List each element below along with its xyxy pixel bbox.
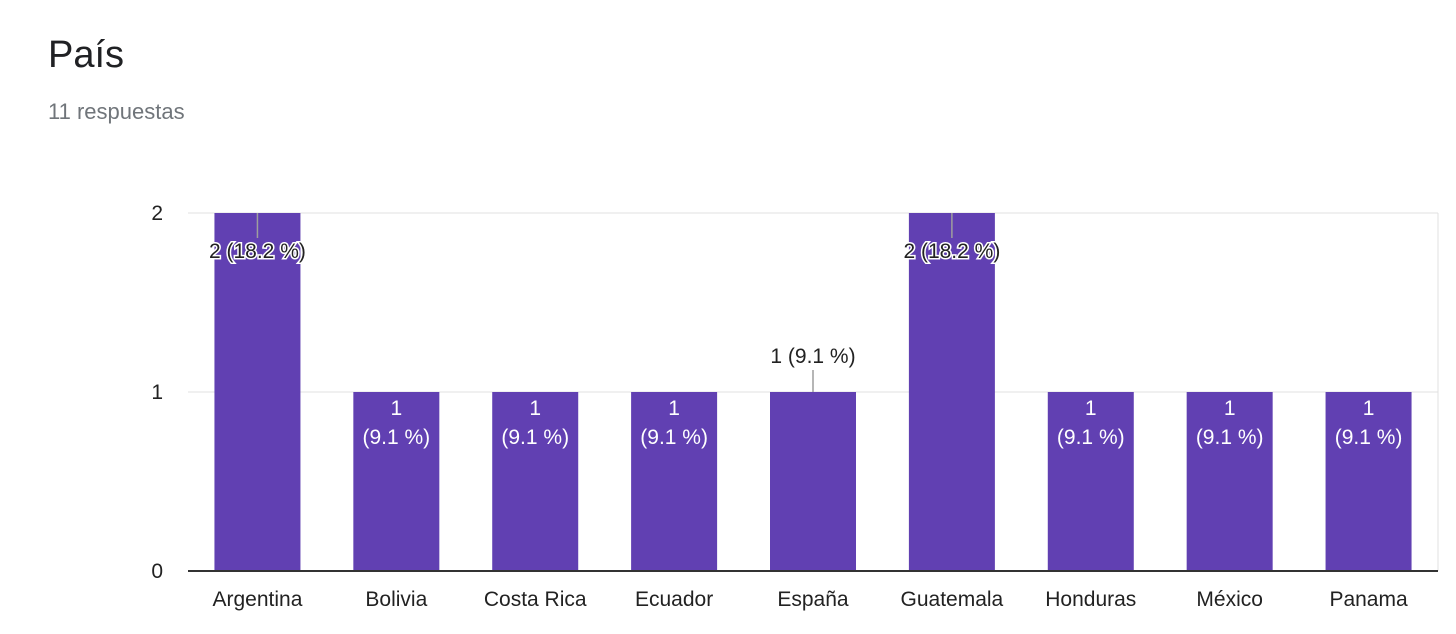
x-tick-label: Bolivia	[365, 588, 427, 611]
x-tick-label: España	[777, 588, 849, 611]
x-tick-label: Argentina	[212, 588, 302, 611]
x-tick-label: Ecuador	[635, 588, 713, 611]
bar-argentina[interactable]	[214, 213, 301, 571]
data-label: 1 (9.1 %)	[362, 397, 430, 449]
x-tick-label: Panama	[1329, 588, 1408, 611]
bar-honduras[interactable]	[1047, 392, 1134, 571]
data-label: 1 (9.1 %)	[1335, 397, 1403, 449]
x-tick-label: Honduras	[1045, 588, 1136, 611]
y-tick-label: 2	[151, 202, 163, 225]
data-label: 1 (9.1 %)	[1196, 397, 1264, 449]
x-tick-label: México	[1196, 588, 1263, 611]
bar-panama[interactable]	[1325, 392, 1412, 571]
bar-bolivia[interactable]	[353, 392, 440, 571]
y-tick-label: 1	[151, 381, 163, 404]
bar-méxico[interactable]	[1186, 392, 1273, 571]
response-count: 11 respuestas	[48, 99, 185, 124]
bar-ecuador[interactable]	[631, 392, 718, 571]
data-label: 1 (9.1 %)	[501, 397, 569, 449]
data-label: 1 (9.1 %)	[770, 345, 855, 368]
bar-españa[interactable]	[770, 392, 856, 571]
data-label: 1 (9.1 %)	[640, 397, 708, 449]
x-tick-label: Guatemala	[901, 588, 1004, 611]
x-tick-label: Costa Rica	[484, 588, 587, 611]
data-label: 2 (18.2 %)	[903, 240, 1000, 263]
bar-guatemala[interactable]	[908, 213, 995, 571]
data-label: 2 (18.2 %)	[209, 240, 306, 263]
data-label: 1 (9.1 %)	[1057, 397, 1125, 449]
bar-costa-rica[interactable]	[492, 392, 579, 571]
y-tick-label: 0	[151, 560, 163, 583]
question-title: País	[48, 34, 125, 76]
